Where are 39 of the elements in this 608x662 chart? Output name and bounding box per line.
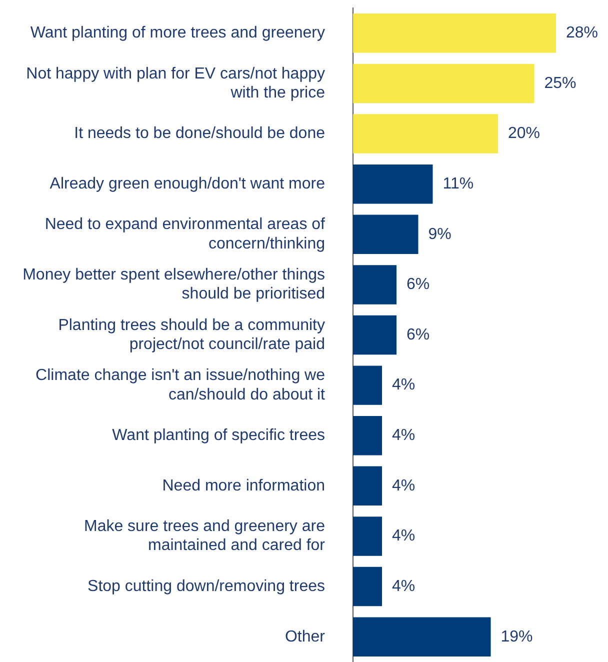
bar bbox=[353, 315, 396, 355]
data-label: 20% bbox=[508, 125, 540, 142]
data-label: 4% bbox=[392, 427, 416, 444]
data-label: 11% bbox=[442, 175, 474, 192]
y-tick-label: Want planting of more trees and greenery bbox=[30, 24, 325, 42]
bar bbox=[353, 64, 534, 104]
data-label: 4% bbox=[392, 477, 416, 494]
data-label: 19% bbox=[500, 628, 533, 646]
data-label: 4% bbox=[392, 578, 416, 595]
bar bbox=[353, 416, 382, 456]
data-label: 4% bbox=[392, 528, 416, 545]
bar bbox=[353, 466, 382, 506]
data-label: 6% bbox=[406, 276, 430, 294]
bar bbox=[353, 617, 491, 656]
y-tick-label: Not happy with plan for EV cars/not happy with the price bbox=[26, 65, 326, 102]
y-tick-label: Want planting of specific trees bbox=[112, 427, 325, 444]
bar bbox=[353, 366, 382, 405]
data-label: 9% bbox=[428, 226, 452, 243]
y-tick-label: Money better spent elsewhere/other things should be prioritised bbox=[22, 266, 325, 303]
data-label: 28% bbox=[566, 24, 598, 42]
bar bbox=[353, 164, 433, 204]
y-tick-label: Need more information bbox=[162, 477, 325, 494]
y-tick-label: Already green enough/don't want more bbox=[50, 175, 326, 192]
y-tick-label: Climate change isn't an issue/nothing we can/should do about it bbox=[36, 367, 326, 404]
data-label: 6% bbox=[406, 326, 430, 344]
y-tick-label: Planting trees should be a community project/not council/rate paid bbox=[58, 316, 325, 354]
bar bbox=[353, 214, 418, 254]
bar bbox=[353, 265, 396, 304]
data-label: 4% bbox=[392, 376, 416, 394]
y-tick-label: Other bbox=[284, 628, 326, 646]
bar bbox=[353, 516, 382, 556]
y-tick-label: Make sure trees and greenery are maintained and cared for bbox=[84, 518, 326, 554]
bar bbox=[353, 114, 498, 154]
y-tick-label: It needs to be done/should be done bbox=[74, 125, 326, 142]
bar bbox=[353, 566, 382, 606]
data-label: 25% bbox=[544, 74, 576, 92]
y-tick-label: Need to expand environmental areas of concern/thinking bbox=[44, 216, 326, 252]
y-tick-label: Stop cutting down/removing trees bbox=[88, 578, 325, 595]
bar bbox=[353, 14, 556, 53]
